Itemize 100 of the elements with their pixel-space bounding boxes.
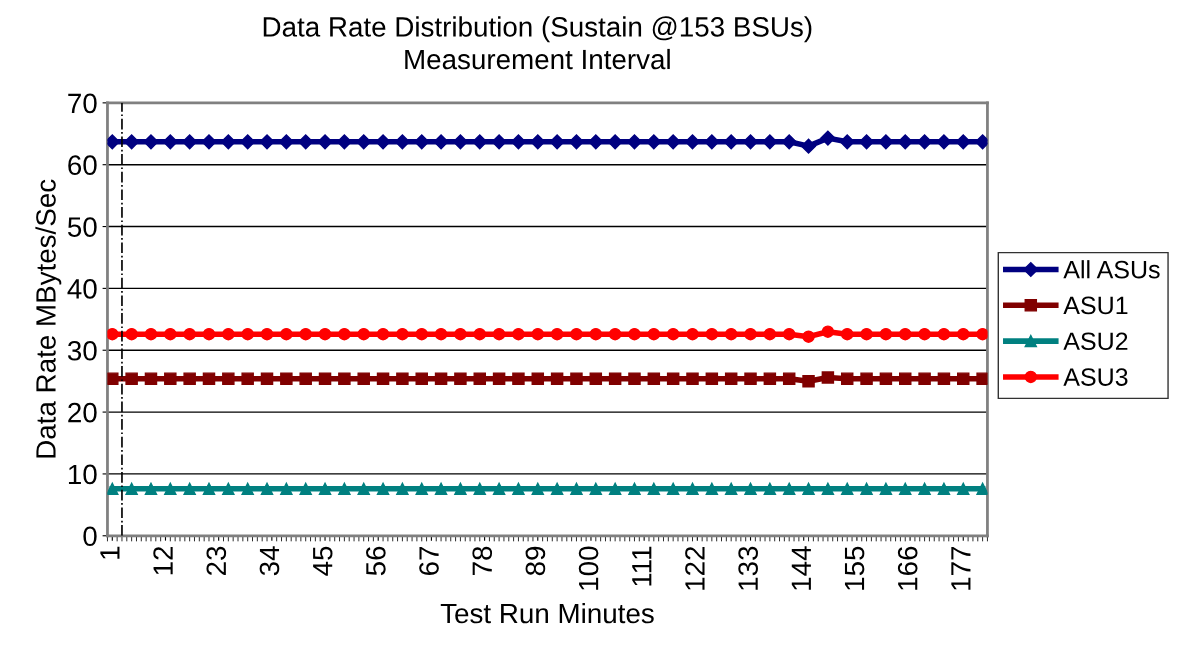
point	[376, 327, 390, 341]
point	[338, 372, 351, 385]
x-tick-label: 166	[897, 546, 918, 590]
point	[800, 138, 817, 154]
point	[840, 327, 854, 341]
point	[763, 482, 777, 496]
point	[164, 482, 177, 496]
point	[898, 372, 912, 385]
point	[723, 134, 739, 150]
point	[955, 134, 971, 150]
point	[782, 327, 796, 341]
point	[665, 134, 681, 150]
legend-label: ASU3	[1063, 368, 1128, 386]
point	[125, 482, 138, 496]
x-tick-label: 133	[738, 546, 758, 590]
point	[840, 372, 854, 385]
point	[937, 372, 951, 385]
point	[686, 327, 699, 341]
point	[454, 482, 467, 496]
point	[802, 482, 815, 496]
point	[512, 372, 525, 385]
point	[724, 327, 738, 341]
point	[414, 134, 430, 150]
point	[356, 134, 372, 150]
y-tick-label: 0	[83, 526, 97, 547]
point	[299, 482, 312, 496]
x-tick-label: 67	[419, 546, 439, 575]
point	[107, 327, 119, 341]
point	[957, 372, 970, 385]
x-tick-label: 155	[844, 546, 865, 590]
x-tick-label: 144	[791, 546, 811, 590]
point	[531, 372, 545, 385]
point	[183, 327, 196, 341]
point	[898, 327, 912, 341]
point	[222, 327, 235, 341]
point	[473, 327, 487, 341]
point	[222, 372, 235, 385]
point	[608, 372, 622, 385]
chart-title: Data Rate Distribution (Sustain @153 BSUs)	[263, 16, 812, 43]
point	[647, 482, 661, 496]
point	[531, 327, 545, 341]
point	[530, 134, 546, 150]
point	[647, 327, 661, 341]
point	[860, 372, 873, 385]
point	[241, 482, 254, 496]
point	[144, 372, 158, 385]
point	[202, 327, 216, 341]
point	[298, 134, 314, 150]
point	[879, 327, 893, 341]
point	[705, 327, 719, 341]
point	[318, 372, 332, 385]
point	[802, 330, 815, 343]
y-tick-label: 30	[67, 340, 97, 361]
point	[164, 327, 177, 341]
y-tick-label: 40	[67, 279, 97, 299]
point	[878, 134, 894, 150]
point	[570, 482, 583, 496]
point	[433, 134, 449, 150]
point	[434, 327, 448, 341]
point	[260, 327, 274, 341]
point	[646, 134, 662, 150]
point	[762, 134, 778, 150]
x-tick-label: 45	[313, 546, 333, 576]
point	[570, 327, 583, 341]
point	[240, 134, 256, 150]
point	[821, 371, 835, 384]
point	[202, 482, 216, 496]
point	[724, 372, 738, 385]
x-tick-label: 89	[525, 546, 546, 576]
y-tick-label: 50	[67, 217, 97, 237]
point	[628, 327, 641, 341]
point	[280, 372, 293, 385]
point	[647, 372, 661, 385]
point	[628, 372, 641, 385]
point	[531, 482, 545, 496]
x-tick-label: 12	[153, 546, 173, 575]
point	[570, 372, 583, 385]
point	[472, 134, 488, 150]
point	[512, 327, 525, 341]
point	[143, 134, 159, 150]
legend-label: ASU1	[1063, 296, 1128, 315]
y-tick-label: 10	[68, 464, 97, 485]
point	[280, 482, 293, 496]
point	[608, 327, 622, 341]
point	[763, 327, 777, 341]
point	[589, 482, 603, 496]
point	[492, 372, 506, 385]
point	[434, 482, 448, 496]
point	[125, 327, 138, 341]
point	[415, 482, 428, 496]
point	[686, 372, 699, 385]
point	[415, 372, 428, 385]
point	[957, 327, 970, 341]
point	[897, 134, 913, 150]
point	[705, 372, 719, 385]
point	[415, 327, 428, 341]
x-tick-label: 1	[100, 546, 120, 559]
legend-label: All ASUs	[1063, 260, 1160, 279]
point	[588, 134, 604, 150]
x-axis-title: Test Run Minutes	[440, 602, 654, 624]
